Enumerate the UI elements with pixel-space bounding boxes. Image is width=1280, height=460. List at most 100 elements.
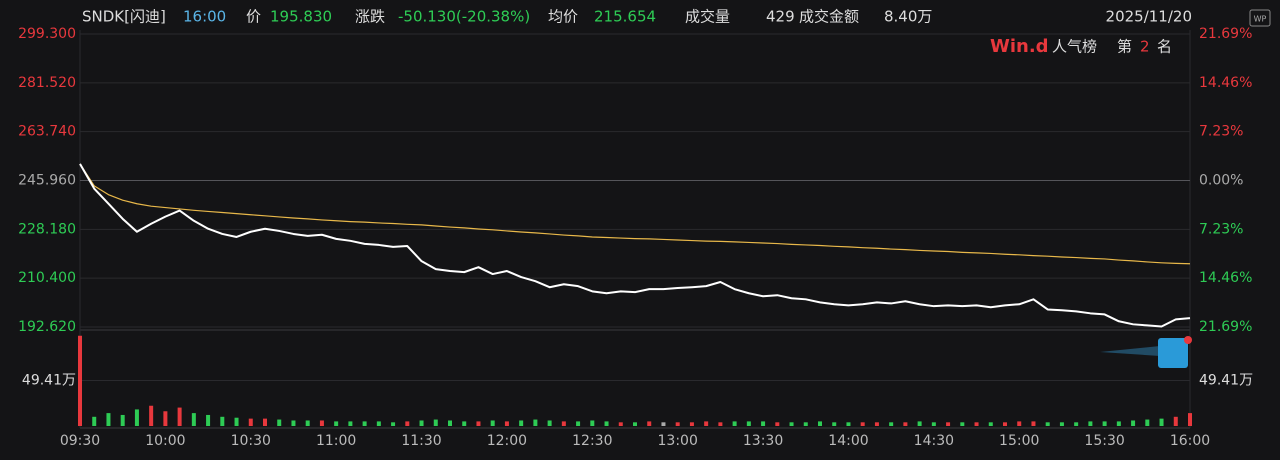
volume-bar: [106, 413, 111, 426]
volume-bar: [504, 421, 509, 426]
change-label: 涨跌: [355, 8, 385, 26]
volume-bar: [860, 422, 865, 426]
volume-bar: [832, 422, 837, 426]
volume-bar: [519, 420, 524, 426]
volume-bar: [1116, 421, 1121, 426]
widget-trail: [1100, 346, 1160, 356]
volume-tick-label: 49.41万: [1199, 373, 1253, 389]
brand: Win.d: [990, 36, 1049, 57]
volume-bar: [547, 420, 552, 426]
x-tick-label: 12:30: [572, 433, 612, 449]
volume-bar: [248, 418, 253, 426]
rank-suffix: 名: [1157, 38, 1172, 56]
volume-bar: [177, 407, 182, 426]
volume-bar: [1131, 420, 1136, 426]
volume-bar: [476, 421, 481, 426]
x-tick-label: 15:30: [1084, 433, 1124, 449]
volume-bar: [462, 421, 467, 426]
x-tick-label: 10:00: [145, 433, 185, 449]
volume-bar: [931, 422, 936, 426]
volume-bar: [419, 420, 424, 426]
date: 2025/11/20: [1106, 8, 1192, 26]
volume-bar: [334, 421, 339, 426]
x-tick-label: 14:30: [914, 433, 954, 449]
y-tick-label: 281.520: [18, 75, 76, 91]
x-tick-label: 13:30: [743, 433, 783, 449]
y2-tick-label: 21.69%: [1199, 26, 1252, 42]
volume-bar: [704, 421, 709, 426]
volume-bar: [163, 411, 168, 426]
rank-value: 2: [1140, 38, 1150, 56]
volume-bar: [803, 422, 808, 426]
x-tick-label: 10:30: [231, 433, 271, 449]
volume-label: 成交量: [685, 8, 730, 26]
volume-bar: [433, 419, 438, 426]
wp-icon-text: WP: [1254, 15, 1267, 24]
rank-prefix: 第: [1117, 38, 1132, 56]
x-tick-label: 11:00: [316, 433, 356, 449]
volume-bar: [775, 422, 780, 426]
volume-bar: [206, 414, 211, 426]
volume-bar: [689, 422, 694, 426]
volume-bar: [633, 422, 637, 426]
time: 16:00: [183, 8, 226, 26]
volume-total: 429: [766, 8, 795, 26]
volume-bar: [604, 421, 609, 426]
volume-bar: [448, 420, 452, 426]
change: -50.130(-20.38%): [398, 8, 530, 26]
volume-bar: [1173, 416, 1178, 426]
volume-bar: [319, 420, 324, 426]
volume-bar: [732, 421, 737, 426]
volume-bar: [576, 421, 581, 426]
volume-bar: [946, 422, 951, 426]
volume-bar: [661, 422, 666, 426]
widget-dot: [1184, 336, 1192, 344]
volume-bar: [234, 417, 239, 426]
wp-icon[interactable]: [1249, 9, 1271, 27]
float-widget[interactable]: [1100, 336, 1192, 368]
volume-bar: [376, 421, 381, 426]
x-tick-label: 14:00: [828, 433, 868, 449]
volume-bar: [191, 413, 196, 426]
volume-bar: [1074, 422, 1079, 426]
volume-bar: [263, 418, 267, 426]
avg: 215.654: [594, 8, 656, 26]
widget-icon[interactable]: [1158, 338, 1188, 368]
y2-tick-label: 7.23%: [1199, 124, 1243, 140]
volume-bar: [1088, 421, 1093, 426]
volume-bar: [78, 335, 82, 426]
volume-bar: [917, 421, 922, 426]
volume-bar: [761, 421, 766, 426]
x-tick-label: 11:30: [401, 433, 441, 449]
x-tick-label: 15:00: [999, 433, 1039, 449]
volume-bar: [746, 421, 751, 426]
volume-bar: [490, 420, 495, 426]
volume-bar: [305, 420, 310, 426]
volume-bar: [818, 421, 822, 426]
volume-bar: [391, 422, 396, 426]
avg-line: [79, 163, 1191, 265]
volume-bar: [647, 421, 652, 426]
y2-tick-label: 14.46%: [1199, 75, 1252, 91]
volume-tick-label: 49.41万: [22, 373, 76, 389]
x-tick-label: 13:00: [658, 433, 698, 449]
volume-bar: [988, 422, 993, 426]
volume-bar: [1003, 422, 1007, 426]
volume-bar: [120, 414, 125, 426]
y-tick-label: 299.300: [18, 26, 76, 42]
amount: 8.40万: [884, 8, 932, 26]
volume-bar: [277, 419, 282, 426]
volume-bar: [362, 421, 367, 426]
volume-bar: [874, 422, 879, 426]
y2-tick-label: 14.46%: [1199, 270, 1252, 286]
volume-bar: [974, 422, 979, 426]
rank-label: 人气榜: [1052, 38, 1097, 56]
x-tick-label: 16:00: [1170, 433, 1210, 449]
volume-bar: [561, 421, 566, 426]
price-line: [79, 163, 1191, 328]
volume-bar: [1059, 422, 1064, 426]
volume-bar: [1145, 419, 1150, 426]
volume-bar: [1017, 421, 1022, 426]
